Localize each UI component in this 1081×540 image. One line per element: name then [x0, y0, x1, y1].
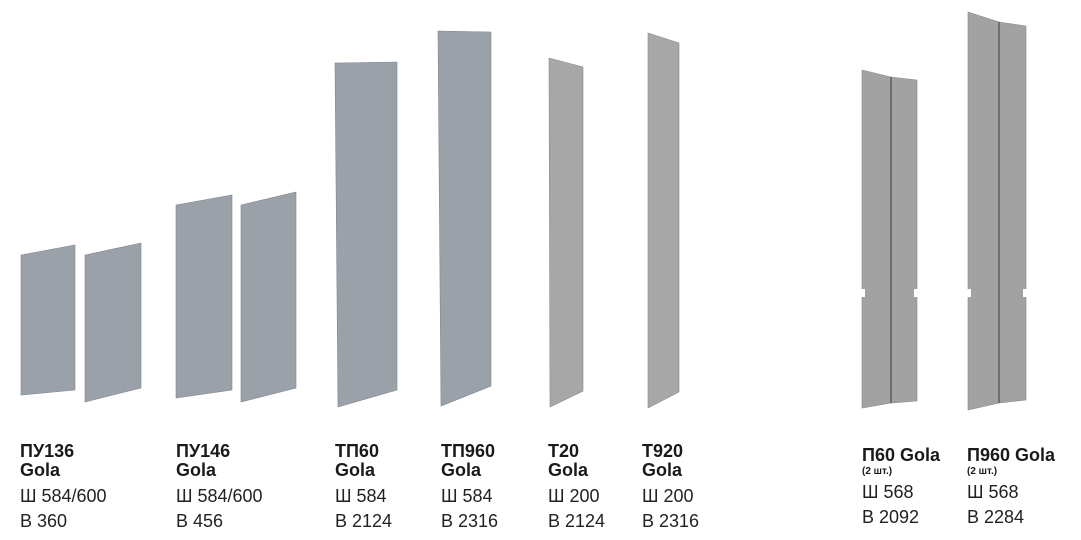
panel-pu136-left: [20, 244, 76, 396]
panel-p60-door-left: [861, 69, 892, 409]
panel-t920: [647, 32, 680, 409]
product-name-line2: Gola: [335, 460, 376, 480]
product-label-tp960: ТП960 Gola Ш 584 В 2316: [441, 442, 498, 534]
product-name-line1: ТП960: [441, 441, 495, 461]
product-height: В 2092: [862, 507, 920, 527]
panel-p60-notch-right: [914, 289, 920, 297]
product-name-line1: Т920: [642, 441, 684, 461]
panel-pu136-right: [84, 242, 142, 403]
product-width: Ш 200: [642, 486, 694, 506]
product-name-line1: ПУ146: [176, 441, 231, 461]
product-height: В 2124: [335, 511, 393, 531]
product-width: Ш 568: [967, 482, 1019, 502]
product-name-line1: П60 Gola: [862, 445, 940, 465]
product-width: Ш 584: [335, 486, 387, 506]
product-height: В 360: [20, 511, 68, 531]
panel-p960-door-right: [998, 21, 1027, 404]
product-height: В 2284: [967, 507, 1025, 527]
product-height: В 2316: [441, 511, 499, 531]
product-width: Ш 584/600: [176, 486, 263, 506]
product-quantity: (2 шт.): [967, 466, 998, 477]
product-label-p60-gola: П60 Gola (2 шт.) Ш 568 В 2092: [862, 446, 940, 530]
panel-pu146-left: [175, 194, 233, 399]
panel-tp960: [437, 30, 492, 407]
panel-p60-door-right: [890, 76, 918, 404]
product-name-line1: П960 Gola: [967, 445, 1055, 465]
product-quantity: (2 шт.): [862, 466, 893, 477]
product-height: В 2124: [548, 511, 606, 531]
product-width: Ш 584: [441, 486, 493, 506]
product-width: Ш 200: [548, 486, 600, 506]
panel-t20: [548, 57, 584, 408]
product-name-line2: Gola: [176, 460, 217, 480]
panel-p960-notch-right: [1023, 289, 1029, 297]
product-label-tp60: ТП60 Gola Ш 584 В 2124: [335, 442, 392, 534]
panel-p960-notch-left: [965, 289, 971, 297]
panel-tp60: [334, 61, 398, 408]
product-name-line2: Gola: [548, 460, 589, 480]
panel-pu146-right: [240, 191, 297, 403]
product-name-line2: Gola: [642, 460, 683, 480]
panel-p960-gola: [965, 11, 1029, 411]
panel-p60-gola: [859, 69, 920, 409]
product-label-t20: Т20 Gola Ш 200 В 2124: [548, 442, 605, 534]
product-width: Ш 584/600: [20, 486, 107, 506]
product-height: В 456: [176, 511, 224, 531]
product-name-line2: Gola: [441, 460, 482, 480]
panel-p60-notch-left: [859, 289, 865, 297]
product-name-line1: ТП60: [335, 441, 379, 461]
product-name-line1: Т20: [548, 441, 580, 461]
product-name-line1: ПУ136: [20, 441, 75, 461]
product-height: В 2316: [642, 511, 700, 531]
product-label-p960-gola: П960 Gola (2 шт.) Ш 568 В 2284: [967, 446, 1055, 530]
product-label-pu136: ПУ136 Gola Ш 584/600 В 360: [20, 442, 107, 534]
panel-p960-door-left: [967, 11, 1000, 411]
product-width: Ш 568: [862, 482, 914, 502]
product-label-t920: Т920 Gola Ш 200 В 2316: [642, 442, 699, 534]
product-label-pu146: ПУ146 Gola Ш 584/600 В 456: [176, 442, 263, 534]
product-name-line2: Gola: [20, 460, 61, 480]
